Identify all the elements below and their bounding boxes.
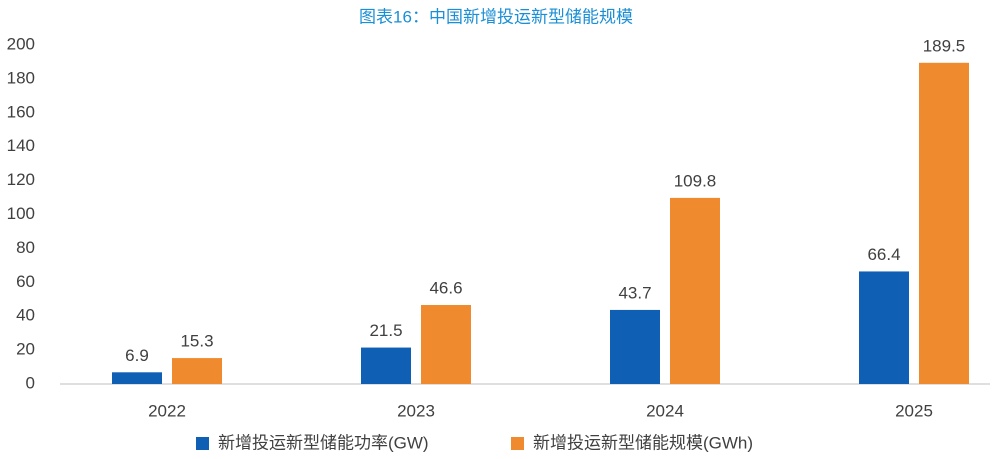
y-tick-label: 140 — [7, 136, 35, 155]
value-label: 109.8 — [674, 171, 717, 190]
x-tick-label: 2022 — [148, 401, 186, 420]
value-label: 6.9 — [125, 346, 149, 365]
x-tick-label: 2024 — [646, 401, 684, 420]
y-tick-label: 180 — [7, 68, 35, 87]
y-tick-label: 200 — [7, 34, 35, 53]
value-label: 189.5 — [923, 36, 966, 55]
legend-swatch — [511, 437, 524, 450]
y-tick-label: 60 — [16, 272, 35, 291]
bar — [859, 271, 909, 384]
chart-title: 图表16：中国新增投运新型储能规模 — [359, 7, 633, 26]
legend-label: 新增投运新型储能功率(GW) — [218, 433, 429, 452]
value-label: 15.3 — [180, 332, 213, 351]
y-tick-label: 160 — [7, 102, 35, 121]
value-label: 21.5 — [369, 321, 402, 340]
y-tick-label: 40 — [16, 306, 35, 325]
y-tick-label: 120 — [7, 170, 35, 189]
bar — [421, 305, 471, 384]
bar — [610, 309, 660, 384]
x-tick-label: 2023 — [397, 401, 435, 420]
bar — [670, 197, 720, 384]
x-tick-label: 2025 — [895, 401, 933, 420]
value-label: 46.6 — [429, 278, 462, 297]
bar — [172, 358, 222, 384]
y-tick-label: 20 — [16, 340, 35, 359]
y-tick-label: 80 — [16, 238, 35, 257]
y-tick-label: 100 — [7, 204, 35, 223]
bar — [919, 62, 969, 385]
value-label: 66.4 — [867, 245, 900, 264]
legend-swatch — [196, 437, 209, 450]
bar — [112, 372, 162, 384]
bar — [361, 347, 411, 384]
y-tick-label: 0 — [26, 373, 35, 392]
value-label: 43.7 — [618, 283, 651, 302]
legend-label: 新增投运新型储能规模(GWh) — [533, 433, 753, 452]
